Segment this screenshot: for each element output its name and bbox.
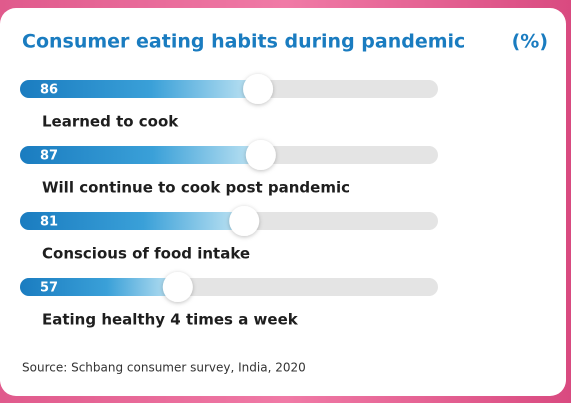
bar	[20, 146, 261, 164]
category-label: Learned to cook	[42, 113, 179, 131]
value-label: 87	[40, 149, 58, 164]
bar-knob	[162, 272, 193, 302]
bar-knob	[243, 74, 274, 104]
unit-label: (%)	[512, 31, 548, 53]
category-label: Conscious of food intake	[42, 245, 250, 263]
bar	[20, 278, 178, 296]
value-label: 57	[40, 281, 58, 296]
category-label: Eating healthy 4 times a week	[42, 311, 299, 329]
bar-knob	[229, 206, 260, 236]
bar-knob	[245, 140, 276, 170]
source-note: Source: Schbang consumer survey, India, …	[22, 361, 306, 375]
card	[0, 8, 566, 396]
category-label: Will continue to cook post pandemic	[42, 179, 350, 197]
bar	[20, 80, 259, 98]
value-label: 81	[40, 215, 58, 230]
bar	[20, 212, 245, 230]
chart-title: Consumer eating habits during pandemic	[22, 31, 465, 53]
value-label: 86	[40, 83, 58, 98]
